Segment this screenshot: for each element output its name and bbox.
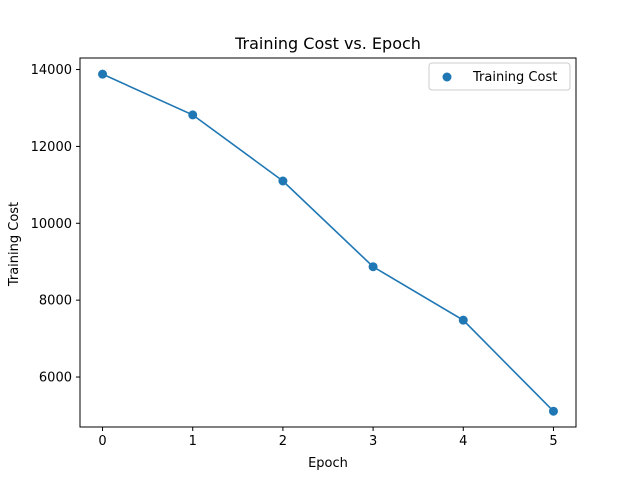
plot-area [79, 57, 577, 428]
x-axis: 0 1 2 3 4 5 [98, 427, 558, 449]
series-layer [98, 69, 558, 416]
y-tick-label: 8000 [39, 294, 72, 309]
y-tick-label: 12000 [31, 140, 72, 155]
data-point [98, 69, 108, 79]
data-point [458, 315, 468, 325]
x-tick-label: 0 [98, 434, 106, 449]
data-point [188, 110, 198, 120]
x-tick-label: 1 [189, 434, 197, 449]
data-point [548, 406, 558, 416]
legend-box [428, 62, 571, 91]
legend-label: Training Cost [472, 70, 557, 85]
y-axis-label: Training Cost [7, 202, 22, 287]
y-axis: 6000 8000 10000 12000 14000 [31, 63, 80, 386]
y-tick-label: 6000 [39, 371, 72, 386]
legend-marker [442, 72, 452, 82]
y-tick-label: 10000 [31, 217, 72, 232]
x-tick-label: 2 [279, 434, 287, 449]
x-tick-label: 5 [549, 434, 557, 449]
legend: Training Cost [428, 62, 571, 91]
data-point [278, 176, 288, 186]
x-tick-label: 3 [369, 434, 377, 449]
x-axis-label: Epoch [308, 456, 348, 471]
y-tick-label: 14000 [31, 63, 72, 78]
x-tick-label: 4 [459, 434, 467, 449]
data-point [368, 262, 378, 272]
series-line [102, 73, 555, 412]
chart-title: Training Cost vs. Epoch [234, 34, 421, 53]
